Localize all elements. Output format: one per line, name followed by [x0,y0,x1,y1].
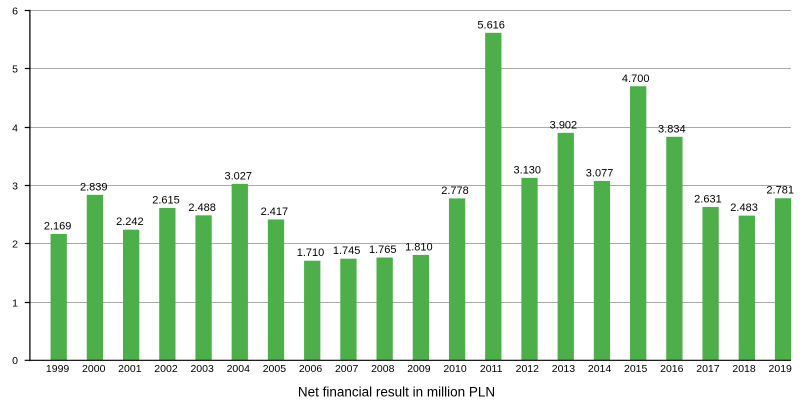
svg-text:3: 3 [12,180,18,192]
svg-text:2019: 2019 [769,363,793,375]
svg-text:3.834: 3.834 [658,123,686,135]
svg-text:2.631: 2.631 [694,193,722,205]
svg-text:2002: 2002 [154,363,178,375]
svg-text:1.810: 1.810 [405,241,433,253]
svg-text:2.839: 2.839 [80,181,108,193]
svg-text:2017: 2017 [696,363,720,375]
svg-text:2016: 2016 [660,363,684,375]
svg-text:2012: 2012 [516,363,540,375]
svg-text:2014: 2014 [588,363,612,375]
svg-text:2008: 2008 [371,363,395,375]
svg-text:2.488: 2.488 [188,202,216,214]
svg-text:2005: 2005 [263,363,287,375]
svg-text:2.417: 2.417 [261,206,289,218]
svg-text:2000: 2000 [82,363,106,375]
svg-text:3.130: 3.130 [514,164,542,176]
svg-text:3.077: 3.077 [586,167,614,179]
svg-text:4: 4 [12,122,18,134]
svg-text:1999: 1999 [46,363,70,375]
svg-text:2006: 2006 [299,363,323,375]
svg-text:2018: 2018 [732,363,756,375]
svg-text:5.616: 5.616 [477,19,505,31]
svg-text:2010: 2010 [443,363,467,375]
svg-text:2.242: 2.242 [116,216,144,228]
svg-text:4.700: 4.700 [622,73,650,85]
svg-text:5: 5 [12,63,18,75]
svg-text:2.483: 2.483 [730,202,758,214]
svg-text:2015: 2015 [624,363,648,375]
svg-text:3.902: 3.902 [550,119,578,131]
svg-text:2.169: 2.169 [44,220,72,232]
svg-text:2007: 2007 [335,363,359,375]
svg-text:2.781: 2.781 [766,185,794,197]
svg-text:2011: 2011 [480,363,503,375]
svg-text:Net financial result in millio: Net financial result in million PLN [298,385,495,400]
svg-text:2009: 2009 [407,363,431,375]
svg-text:2003: 2003 [190,363,214,375]
svg-text:2: 2 [12,238,18,250]
svg-text:1.710: 1.710 [297,247,325,259]
svg-text:1: 1 [12,297,18,309]
svg-text:6: 6 [12,5,18,17]
svg-text:3.027: 3.027 [224,170,252,182]
svg-text:2.778: 2.778 [441,185,469,197]
svg-text:0: 0 [12,355,18,367]
svg-text:1.745: 1.745 [333,245,361,257]
svg-text:2004: 2004 [227,363,251,375]
svg-text:2.615: 2.615 [152,194,180,206]
svg-text:2013: 2013 [552,363,576,375]
svg-text:2001: 2001 [118,363,142,375]
svg-text:1.765: 1.765 [369,244,397,256]
